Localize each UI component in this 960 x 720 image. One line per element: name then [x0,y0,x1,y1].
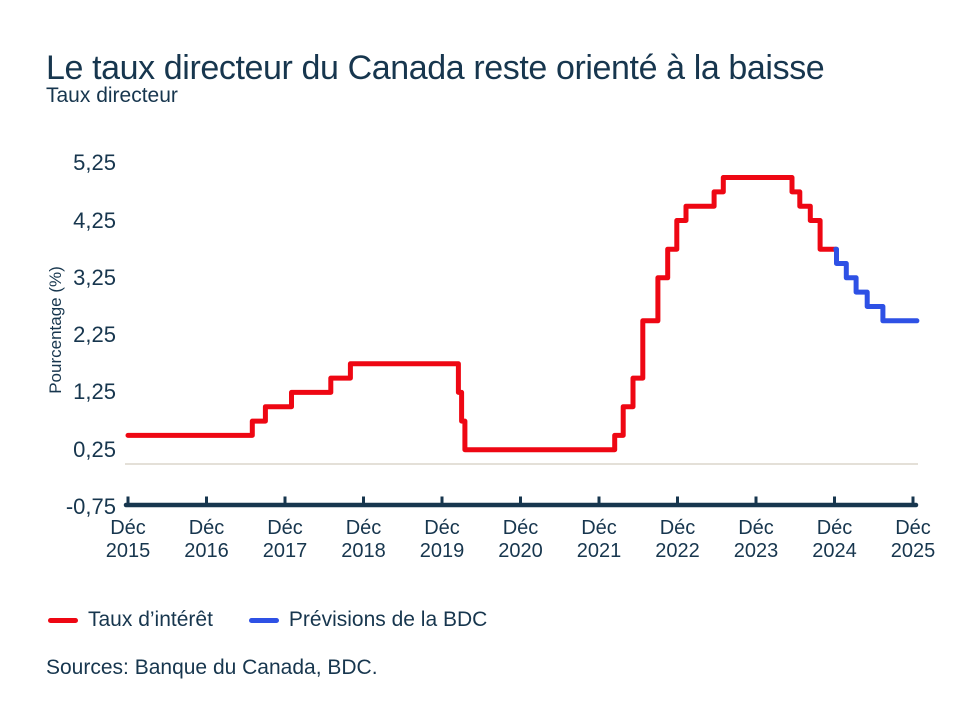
x-tick-label: Déc 2020 [498,517,543,562]
chart-subtitle: Taux directeur [46,84,178,107]
legend-label-previsions-bdc: Prévisions de la BDC [288,608,488,631]
x-tick-label: Déc 2022 [655,517,700,562]
x-tick-label: Déc 2023 [733,517,779,562]
x-tick-label: Déc 2019 [419,517,465,562]
legend: Taux d’intérêt Prévisions de la BDC [48,608,487,632]
series-previsions-bdc-line [833,246,920,324]
legend-label-taux-dinteret: Taux d’intérêt [88,608,213,631]
x-tick-label: Déc 2025 [890,517,936,562]
chart-title: Le taux directeur du Canada reste orient… [46,48,825,87]
x-tick-label: Déc 2015 [105,517,151,562]
x-tick-label: Déc 2016 [184,517,229,562]
legend-item-previsions-bdc: Prévisions de la BDC [248,608,488,632]
y-tick-label: 4,25 [73,207,116,233]
legend-swatch-blue-line-icon [248,617,279,623]
x-tick-label: Déc 2021 [576,517,622,562]
y-tick-label: 3,25 [73,264,116,290]
source-note: Sources: Banque du Canada, BDC. [46,656,378,679]
y-tick-label: 2,25 [73,322,116,348]
series-taux-dinteret-line [125,175,839,453]
y-tick-label: 1,25 [73,379,116,405]
x-axis [123,496,919,508]
y-tick-label: 0,25 [73,436,116,462]
legend-item-taux-dinteret: Taux d’intérêt [48,608,213,632]
legend-swatch-red-line-icon [48,617,78,623]
y-tick-label: -0,75 [65,494,116,519]
x-tick-label: Déc 2024 [812,517,857,562]
y-tick-label: 5,25 [73,150,116,176]
x-tick-label: Déc 2017 [262,517,308,562]
x-tick-label: Déc 2018 [341,517,386,562]
